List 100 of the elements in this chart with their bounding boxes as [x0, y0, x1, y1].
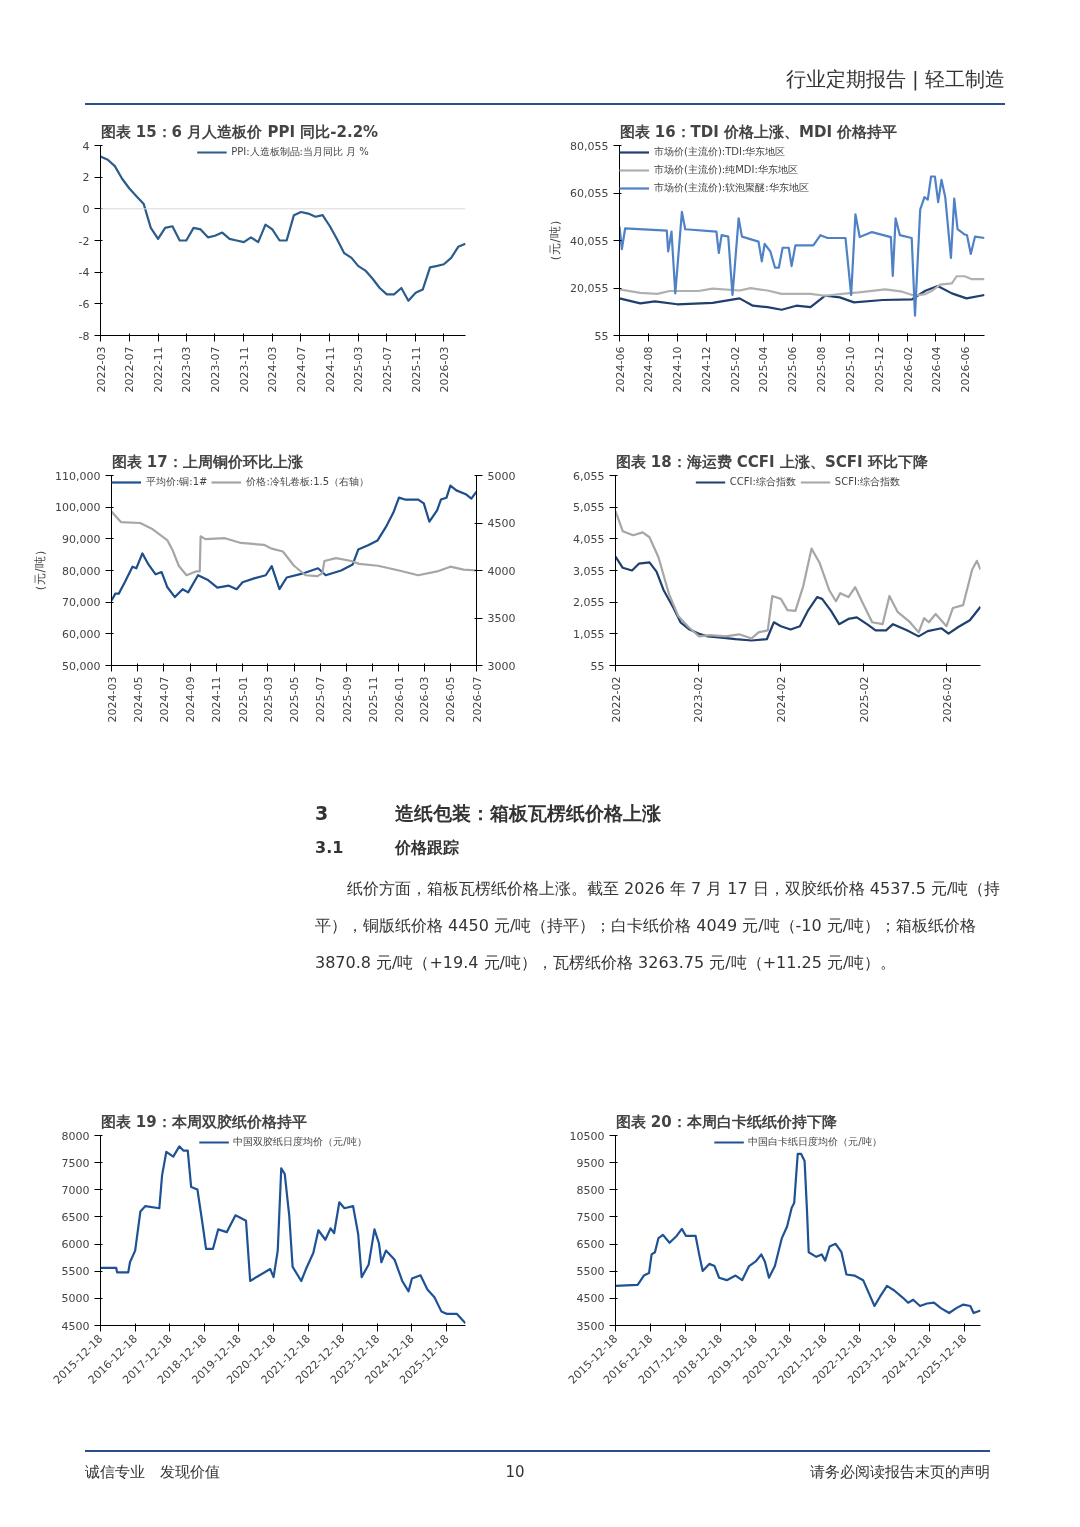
- x-tick-label: 2022-03: [94, 346, 108, 393]
- chart-title: 图表 20：本周白卡纸纸价持下降: [615, 1112, 838, 1131]
- y-tick-label: -8: [78, 329, 90, 343]
- y-tick-label: 8500: [576, 1183, 605, 1197]
- x-tick-label: 2024-05: [131, 676, 145, 723]
- y2-tick-label: 5000: [487, 469, 516, 483]
- x-tick-label: 2024-11: [323, 346, 337, 393]
- x-tick-label: 2024-07: [294, 346, 308, 393]
- y-tick-label: 60,055: [570, 187, 609, 200]
- x-tick-label: 2023-03: [180, 346, 194, 393]
- y-tick-label: 7000: [61, 1183, 90, 1197]
- x-tick-label: 2026-04: [929, 346, 943, 393]
- y-tick-label: 6500: [61, 1210, 90, 1224]
- y-tick-label: 1,055: [573, 627, 605, 641]
- legend-label: CCFI:综合指数: [729, 475, 796, 489]
- x-tick-label: 2025-08: [814, 346, 828, 393]
- y-tick-label: 4500: [61, 1319, 90, 1333]
- x-tick-label: 2024-08: [642, 346, 656, 393]
- legend-label: 价格:冷轧卷板:1.5（右轴）: [246, 475, 370, 489]
- y-tick-label: 5500: [61, 1265, 90, 1279]
- x-tick-label: 2024-11: [210, 676, 224, 723]
- x-tick-label: 2023-11: [237, 346, 251, 393]
- y-tick-label: 2,055: [573, 596, 605, 610]
- y2-tick-label: 3500: [487, 612, 516, 625]
- y-tick-label: 110,000: [55, 469, 101, 483]
- line-series: [615, 510, 981, 640]
- y2-tick-label: 4000: [487, 564, 516, 578]
- legend-label: 市场价(主流价):纯MDI:华东地区: [654, 163, 798, 177]
- line-series: [619, 175, 985, 317]
- y2-tick-label: 3000: [487, 659, 516, 673]
- y-tick-label: 60,000: [62, 627, 101, 641]
- x-tick-label: 2026-03: [437, 346, 451, 393]
- y-tick-label: 9500: [576, 1156, 605, 1170]
- y-tick-label: 40,055: [570, 234, 609, 248]
- text: 请务必阅读报告末页的声明: [810, 1462, 990, 1483]
- y-tick-label: 5500: [576, 1265, 605, 1279]
- y-tick-label: -6: [78, 297, 90, 311]
- y-axis-title: （元/吨）: [33, 544, 48, 597]
- y-tick-label: 50,000: [62, 659, 101, 673]
- y-tick-label: 3,055: [573, 564, 605, 578]
- x-tick-label: 2025-04: [757, 346, 771, 393]
- y2-tick-label: 4500: [487, 517, 516, 530]
- x-tick-label: 2023-07: [208, 346, 222, 393]
- x-tick-label: 2026-07: [470, 676, 484, 723]
- x-tick-label: 2025-07: [314, 676, 328, 723]
- legend-label: PPI:人造板制品:当月同比 月 %: [231, 145, 369, 159]
- x-tick-label: 2025-12: [872, 346, 886, 393]
- y-tick-label: 0: [82, 202, 90, 216]
- x-tick-label: 2025-11: [409, 346, 423, 393]
- y-tick-label: 4: [82, 139, 90, 153]
- x-tick-label: 2023-02: [692, 676, 706, 723]
- y-tick-label: 10500: [569, 1129, 605, 1143]
- chart-title: 图表 16：TDI 价格上涨、MDI 价格持平: [619, 122, 898, 141]
- y-tick-label: 100,000: [55, 501, 101, 515]
- x-tick-label: 2025-02: [729, 346, 743, 393]
- y-tick-label: 2: [82, 171, 90, 185]
- y-tick-label: 20,055: [570, 282, 609, 295]
- x-tick-label: 2022-11: [152, 346, 166, 393]
- line-series: [100, 155, 466, 302]
- y-tick-label: 5000: [61, 1292, 90, 1306]
- legend-label: 平均价:铜:1#: [146, 475, 208, 489]
- text: 10: [505, 1462, 525, 1483]
- x-tick-label: 2025-03: [261, 676, 275, 723]
- x-tick-label: 2025-07: [380, 346, 394, 393]
- y-tick-label: 7500: [576, 1210, 605, 1224]
- y-tick-label: 6500: [576, 1238, 605, 1252]
- x-tick-label: 2025-01: [236, 676, 250, 723]
- text: 诚信专业 发现价值: [85, 1462, 220, 1483]
- line-series: [619, 284, 985, 311]
- legend-label: 市场价(主流价):软泡聚醚:华东地区: [654, 181, 809, 195]
- x-tick-label: 2025-06: [786, 346, 800, 393]
- line-series: [111, 510, 477, 578]
- y-tick-label: 6,055: [573, 469, 605, 483]
- x-tick-label: 2026-02: [940, 676, 954, 723]
- line-series: [615, 1152, 981, 1315]
- y-tick-label: 4500: [576, 1292, 605, 1306]
- x-tick-label: 2026-02: [901, 346, 915, 393]
- y-tick-label: 3500: [576, 1319, 605, 1333]
- chart-title: 图表 15：6 月人造板价 PPI 同比-2.2%: [100, 122, 379, 141]
- y-tick-label: 7500: [61, 1156, 90, 1170]
- chart-title: 图表 18：海运费 CCFI 上涨、SCFI 环比下降: [615, 452, 929, 471]
- x-tick-label: 2024-09: [184, 676, 198, 723]
- y-axis-title: （元/吨）: [548, 214, 563, 267]
- x-tick-label: 2025-11: [366, 676, 380, 723]
- legend-label: 中国双胶纸日度均价（元/吨）: [233, 1135, 367, 1149]
- chart-title: 图表 17：上周铜价环比上涨: [111, 452, 304, 471]
- x-tick-label: 2026-01: [392, 676, 406, 723]
- y-tick-label: 5,055: [573, 501, 605, 515]
- text: 纸价方面，箱板瓦楞纸价格上涨。截至 2026 年 7 月 17 日，双胶纸价格 4537.5 元/吨（持平），铜版纸价格 4450 元/吨（持平）；白卡纸价格 4049 元/吨（-10 元/吨）；箱板纸价格 3870.8 元/吨（+19.4 元/吨），瓦楞纸价格 3263.75 元/吨（+11.25 元/吨）。: [315, 878, 1002, 974]
- text: 3: [315, 801, 330, 826]
- x-tick-label: 2025-02: [857, 676, 871, 723]
- x-tick-label: 2024-12: [700, 346, 714, 393]
- x-tick-label: 2025-03: [352, 346, 366, 393]
- x-tick-label: 2024-07: [157, 676, 171, 723]
- line-series: [615, 555, 981, 642]
- x-tick-label: 2025-05: [288, 676, 301, 723]
- y-tick-label: -2: [78, 234, 90, 248]
- x-tick-label: 2024-10: [671, 346, 685, 393]
- x-tick-label: 2024-02: [774, 676, 788, 723]
- y-tick-label: 6000: [61, 1238, 90, 1252]
